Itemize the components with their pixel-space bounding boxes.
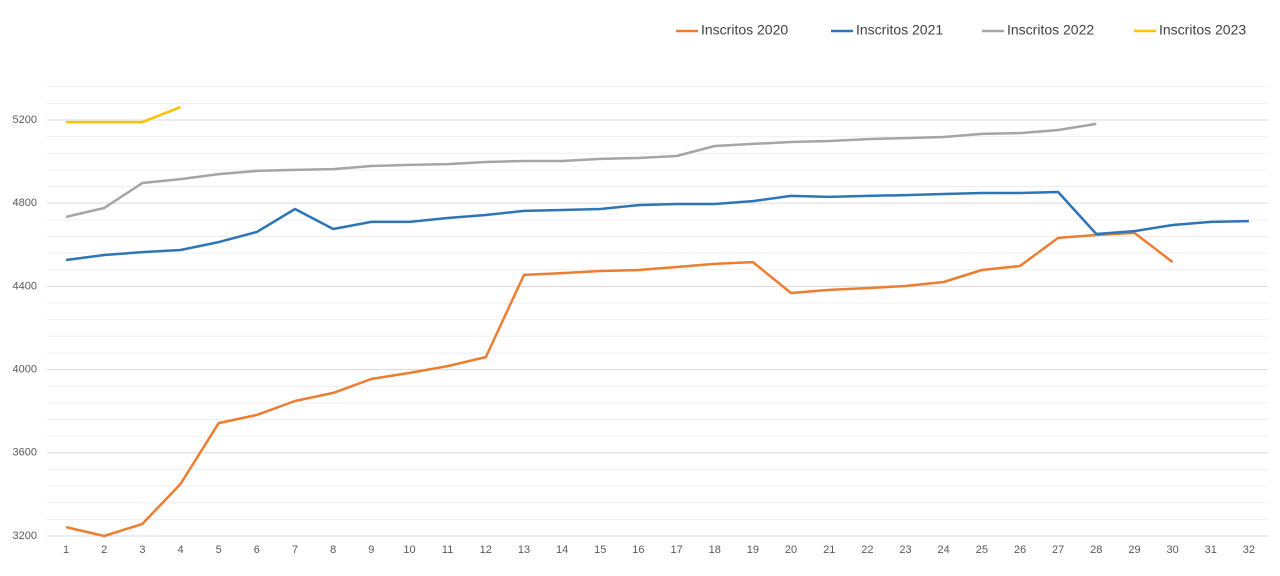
series-line: [65, 190, 1249, 262]
x-tick-label: 30: [1166, 544, 1178, 556]
x-tick-label: 15: [594, 544, 606, 556]
x-tick-label: 9: [368, 544, 374, 556]
legend-label: Inscritos 2021: [856, 22, 943, 38]
legend-label: Inscritos 2022: [1007, 22, 1094, 38]
x-tick-label: 2: [101, 544, 107, 556]
legend-label: Inscritos 2020: [701, 22, 788, 38]
x-tick-label: 7: [292, 544, 298, 556]
x-tick-label: 12: [480, 544, 492, 556]
y-tick-label: 4000: [13, 363, 37, 375]
x-tick-label: 28: [1090, 544, 1102, 556]
x-tick-label: 8: [330, 544, 336, 556]
series-line: [66, 105, 181, 124]
legend-label: Inscritos 2023: [1159, 22, 1246, 38]
x-tick-label: 14: [556, 544, 568, 556]
y-tick-label: 4400: [13, 280, 37, 292]
x-tick-label: 25: [976, 544, 988, 556]
x-tick-label: 5: [216, 544, 222, 556]
x-tick-label: 17: [670, 544, 682, 556]
series-line: [65, 231, 1174, 538]
x-tick-label: 16: [632, 544, 644, 556]
x-tick-label: 31: [1205, 544, 1217, 556]
x-tick-label: 29: [1128, 544, 1140, 556]
x-tick-label: 10: [403, 544, 415, 556]
x-tick-label: 13: [518, 544, 530, 556]
x-tick-label: 19: [747, 544, 759, 556]
x-tick-label: 20: [785, 544, 797, 556]
x-tick-label: 32: [1243, 544, 1255, 556]
x-tick-label: 22: [861, 544, 873, 556]
x-tick-label: 6: [254, 544, 260, 556]
x-tick-label: 23: [899, 544, 911, 556]
x-tick-label: 21: [823, 544, 835, 556]
series-line: [65, 122, 1097, 219]
y-tick-label: 3200: [13, 530, 37, 542]
x-tick-label: 1: [63, 544, 69, 556]
x-tick-label: 24: [938, 544, 950, 556]
y-tick-label: 5200: [13, 114, 37, 126]
y-tick-label: 4800: [13, 197, 37, 209]
y-tick-label: 3600: [13, 447, 37, 459]
x-tick-label: 4: [177, 544, 183, 556]
x-tick-label: 3: [139, 544, 145, 556]
x-tick-label: 11: [442, 544, 453, 556]
x-tick-label: 27: [1052, 544, 1064, 556]
x-tick-label: 18: [709, 544, 721, 556]
x-tick-label: 26: [1014, 544, 1026, 556]
